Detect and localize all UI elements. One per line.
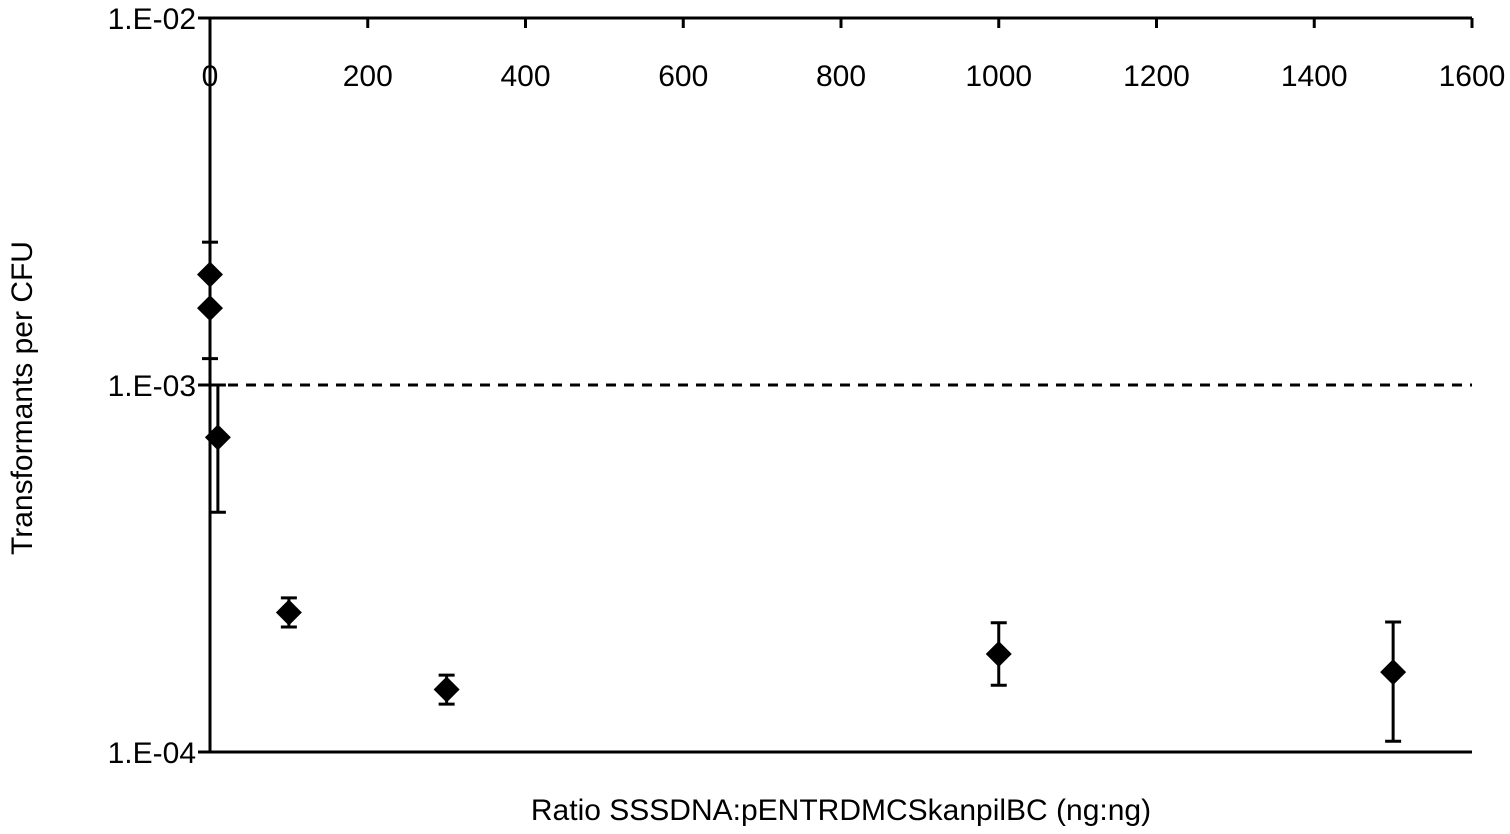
y-axis-title: Transformants per CFU	[6, 241, 39, 555]
tick-labels-layer: 0 200 400 600 800 1000 1200 1400 1600 1.E-04 1.E-0…	[108, 3, 1506, 770]
x-tick-label: 200	[343, 60, 393, 93]
error-bars-layer	[202, 240, 1402, 743]
data-points-layer	[197, 261, 1407, 703]
x-tick-label: 0	[202, 60, 219, 93]
x-tick-label: 1600	[1439, 60, 1506, 93]
x-tick-label: 400	[500, 60, 550, 93]
data-point	[197, 261, 223, 288]
data-point	[275, 599, 302, 626]
y-tick-label: 1.E-04	[108, 737, 196, 770]
data-point	[204, 424, 231, 451]
data-point	[197, 295, 223, 322]
data-point	[433, 676, 460, 703]
x-axis-title: Ratio SSSDNA:pENTRDMCSkanpilBC (ng:ng)	[531, 794, 1151, 827]
x-tick-label: 600	[658, 60, 708, 93]
y-tick-label: 1.E-02	[108, 3, 196, 36]
data-point	[1380, 659, 1407, 686]
y-tick-label: 1.E-03	[108, 370, 196, 403]
x-tick-label: 1400	[1281, 60, 1348, 93]
data-point	[985, 640, 1012, 667]
x-tick-label: 800	[816, 60, 866, 93]
x-tick-label: 1200	[1123, 60, 1190, 93]
x-tick-label: 1000	[965, 60, 1032, 93]
